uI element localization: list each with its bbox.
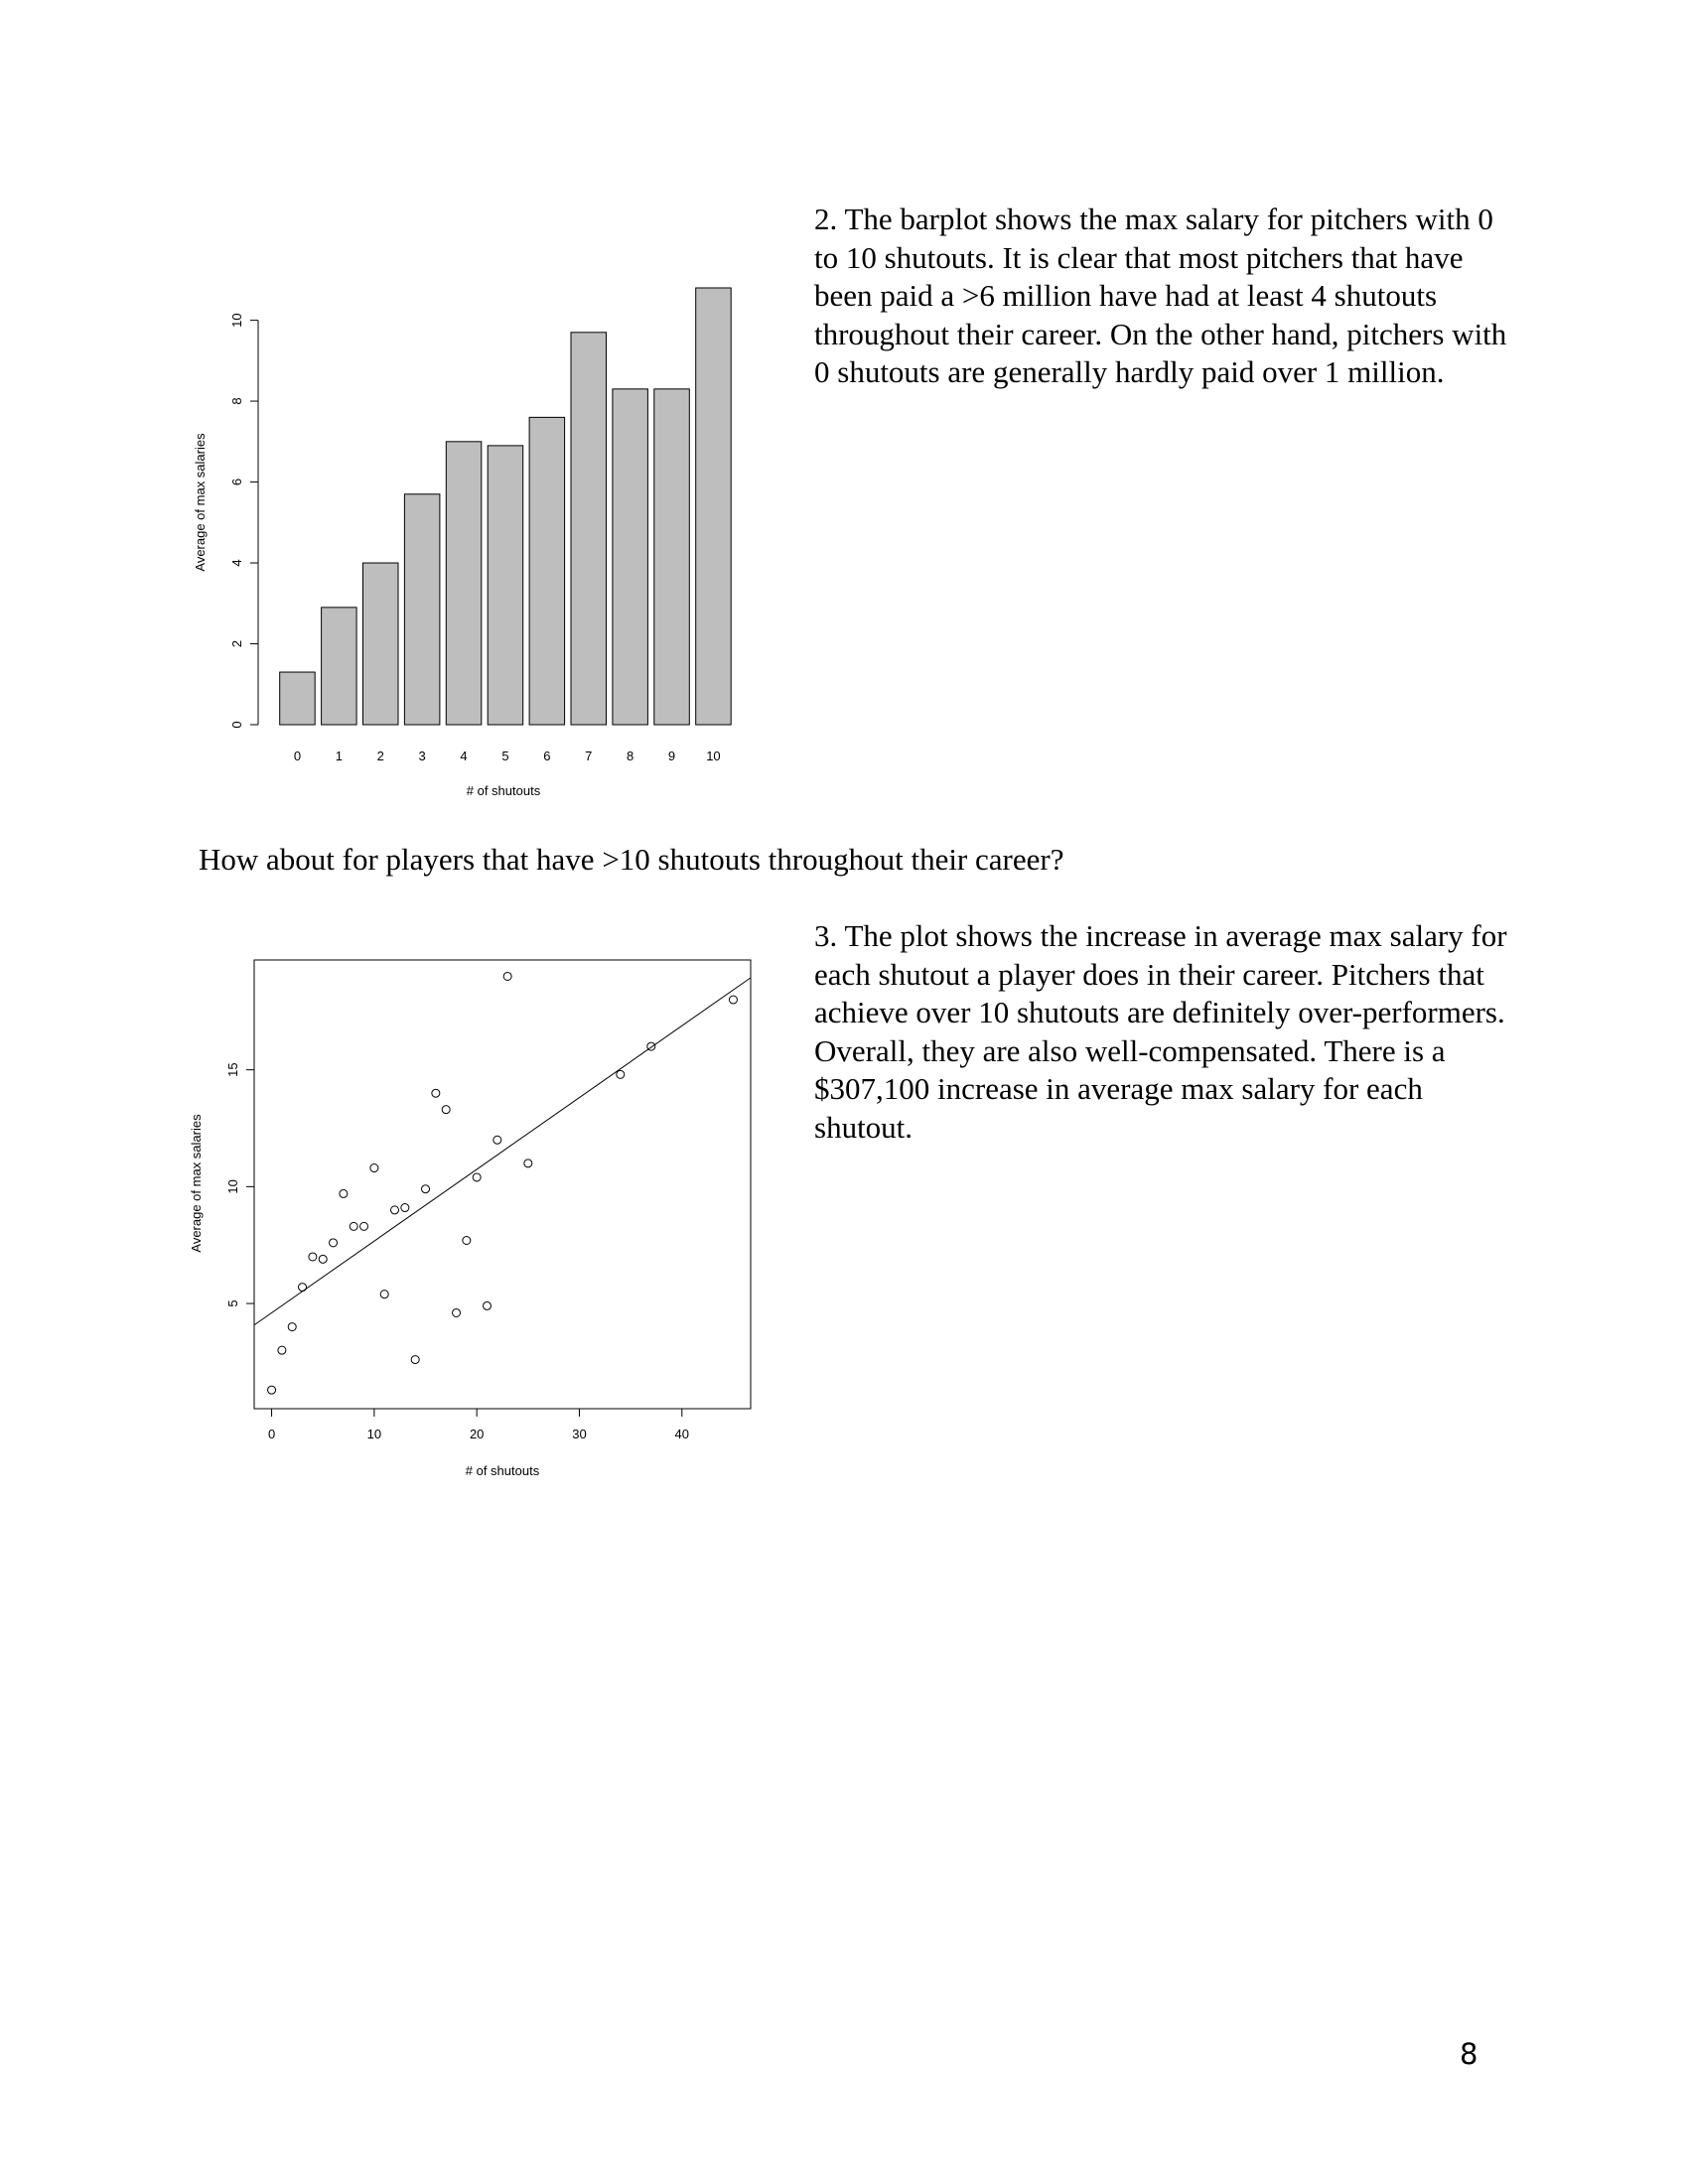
data-point-2 [287,1322,297,1332]
data-point-0 [267,1385,277,1395]
x-tick-label-20: 20 [470,1427,484,1441]
bar-4 [445,441,483,726]
data-point-7 [339,1188,349,1198]
y-tick-label-0: 0 [229,721,244,728]
x-tick-label-5: 5 [501,749,508,763]
bar-0 [279,671,316,726]
data-point-23 [502,971,512,981]
x-tick-label-30: 30 [572,1427,586,1441]
data-point-5 [318,1254,328,1264]
x-tick-label-6: 6 [543,749,550,763]
x-tick-label-7: 7 [585,749,592,763]
bar-5 [487,445,524,726]
x-tick-label-0: 0 [268,1427,275,1441]
y-tick-label-4: 4 [229,559,244,566]
paragraph-scatter-description: 3. The plot shows the increase in averag… [814,918,1507,1145]
data-point-22 [492,1135,502,1145]
data-point-26 [646,1041,656,1051]
y-tick-label-5: 5 [225,1299,240,1306]
y-axis-label: Average of max salaries [189,1114,204,1253]
x-tick-label-0: 0 [294,749,301,763]
paragraph-barplot-description: 2. The barplot shows the max salary for … [814,202,1507,389]
y-tick-label-8: 8 [229,397,244,404]
data-point-4 [308,1252,318,1262]
data-point-27 [728,995,738,1005]
x-tick-label-10: 10 [367,1427,381,1441]
y-tick-label-10: 10 [225,1179,240,1193]
page-number: 8 [1460,2037,1478,2071]
data-point-12 [390,1205,400,1215]
bar-6 [528,416,566,726]
y-tick-label-15: 15 [225,1062,240,1076]
data-point-10 [369,1163,379,1173]
data-point-19 [462,1236,472,1245]
data-point-9 [359,1221,369,1231]
x-tick-label-4: 4 [460,749,467,763]
bar-9 [653,388,690,726]
data-point-6 [329,1238,339,1248]
data-point-17 [441,1105,451,1115]
x-axis-label: # of shutouts [466,1463,540,1478]
y-tick-label-6: 6 [229,478,244,485]
bar-8 [612,388,648,726]
data-point-24 [523,1159,533,1168]
scatter-chart: 0 10 20 30 40 5 10 15 Average of max salaries # o… [189,959,752,1478]
x-tick-label-9: 9 [668,749,675,763]
data-point-15 [421,1184,431,1194]
x-tick-label-2: 2 [377,749,384,763]
x-tick-label-40: 40 [675,1427,689,1441]
regression-line [253,977,752,1326]
data-point-14 [410,1355,420,1365]
data-point-20 [472,1172,482,1182]
bar-1 [321,607,357,726]
bar-chart: 0 1 2 3 4 5 6 7 8 9 10 0 2 4 6 8 10 Average of max salari… [193,287,732,798]
data-point-3 [298,1283,308,1293]
y-tick-label-2: 2 [229,640,244,647]
bar-3 [403,493,441,726]
x-axis-label: # of shutouts [467,783,541,798]
data-point-16 [431,1088,441,1098]
data-point-8 [349,1221,358,1231]
x-tick-label-1: 1 [336,749,343,763]
question-text: How about for players that have >10 shut… [199,842,1064,877]
data-point-13 [400,1203,410,1213]
plot-frame [253,959,752,1410]
bar-10 [695,287,732,726]
y-tick-label-10: 10 [229,313,244,327]
data-point-1 [277,1345,287,1355]
data-point-11 [379,1290,389,1299]
bar-2 [362,562,399,726]
data-point-18 [452,1307,462,1317]
bar-7 [570,332,607,726]
y-axis-label: Average of max salaries [193,433,208,572]
data-point-25 [616,1069,626,1079]
x-tick-label-8: 8 [627,749,633,763]
x-tick-label-3: 3 [419,749,426,763]
x-tick-label-10: 10 [706,749,720,763]
data-point-21 [483,1300,492,1310]
